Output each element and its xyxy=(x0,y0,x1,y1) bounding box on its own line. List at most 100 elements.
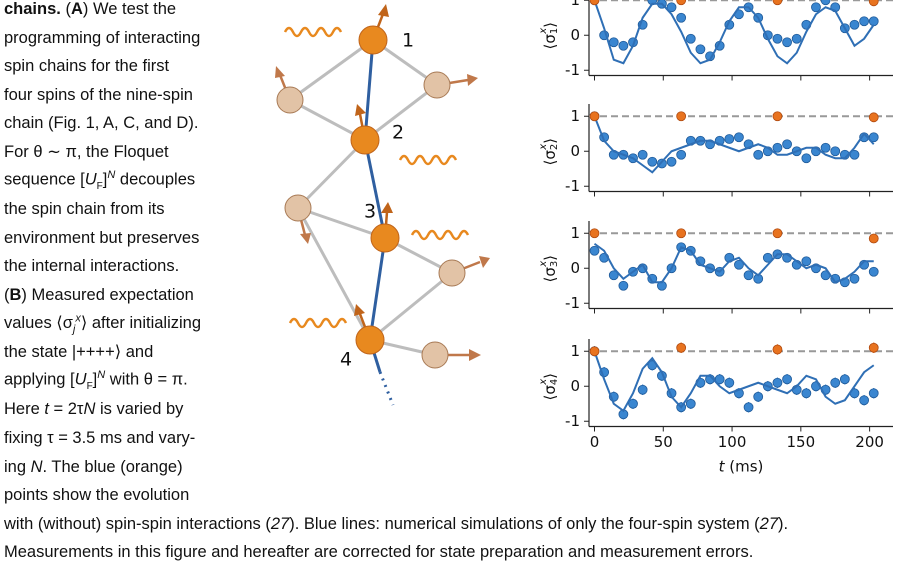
data-point xyxy=(772,111,783,122)
text-line: spin chains for the first xyxy=(4,56,169,76)
text-run: fixing τ = 3.5 ms and vary- xyxy=(4,429,196,447)
text-run: ). Blue lines: numerical simulations of … xyxy=(289,514,760,533)
text-run: ⟩ after initializing xyxy=(80,313,202,332)
y-tick-label: 1 xyxy=(570,0,580,9)
text-run: A xyxy=(70,0,83,18)
text-line: fixing τ = 3.5 ms and vary- xyxy=(4,428,195,448)
y-tick-label: 1 xyxy=(570,224,580,242)
y-label-run: x xyxy=(538,28,549,35)
y-label-run: ⟩ xyxy=(541,22,559,28)
data-point xyxy=(830,146,841,157)
data-point xyxy=(714,374,725,385)
x-tick-label: 150 xyxy=(787,433,816,451)
data-point xyxy=(868,233,879,244)
y-axis-label: ⟨σ3x⟩ xyxy=(538,255,560,283)
data-point xyxy=(859,16,870,27)
data-point xyxy=(628,398,638,409)
data-point xyxy=(753,149,764,160)
y-tick-label: 1 xyxy=(570,342,580,360)
text-line: applying [UF]N with θ = π. xyxy=(4,365,188,397)
text-run: U xyxy=(74,370,87,389)
y-label-run: ⟨σ xyxy=(541,385,559,401)
data-point xyxy=(666,2,677,13)
data-point xyxy=(618,40,629,51)
text-run: chain (Fig. 1, A, C, and D). xyxy=(4,114,199,133)
text-line: For θ ∼ π, the Floquet xyxy=(4,142,169,162)
spin-label: 3 xyxy=(364,201,376,223)
data-point xyxy=(772,228,783,239)
data-point xyxy=(676,0,687,6)
data-point xyxy=(859,395,870,406)
text-line: Here t = 2τN is varied by xyxy=(4,399,183,419)
text-run: applying [ xyxy=(4,370,75,389)
data-point xyxy=(772,377,783,388)
data-point xyxy=(724,134,735,144)
y-tick-label: 0 xyxy=(570,259,580,277)
data-point xyxy=(868,0,879,7)
text-run: sequence [ xyxy=(4,170,85,189)
data-point xyxy=(589,111,600,122)
data-point xyxy=(589,0,600,6)
text-run: four spins of the nine-spin xyxy=(4,85,193,104)
text-run: is varied by xyxy=(95,400,184,419)
data-point xyxy=(637,384,648,395)
text-run: ) We test the xyxy=(82,0,177,18)
y-tick-label: 0 xyxy=(570,377,580,395)
text-run: ). xyxy=(778,514,789,533)
text-run: with θ = π. xyxy=(105,370,188,389)
text-run: programming of interacting xyxy=(4,28,201,47)
data-point xyxy=(801,388,812,399)
y-label-run: ⟨σ xyxy=(541,150,559,166)
y-tick-label: -1 xyxy=(565,177,580,195)
text-line: points show the evolution xyxy=(4,485,189,505)
data-point xyxy=(589,228,600,239)
data-point xyxy=(618,280,629,291)
text-run: the state |++++⟩ and xyxy=(4,343,154,362)
text-line: sequence [UF]N decouples xyxy=(4,165,195,197)
data-point xyxy=(868,342,879,353)
data-point xyxy=(676,342,687,353)
y-axis-label: ⟨σ2x⟩ xyxy=(538,138,560,166)
data-point xyxy=(743,270,754,281)
y-label-run: ⟨σ xyxy=(541,267,559,283)
y-tick-label: -1 xyxy=(565,412,580,430)
data-point xyxy=(868,388,879,399)
text-line: four spins of the nine-spin xyxy=(4,85,193,105)
text-run: chains. xyxy=(4,0,61,18)
text-line: chains. (A) We test the xyxy=(4,0,176,19)
text-line: chain (Fig. 1, A, C, and D). xyxy=(4,113,198,133)
text-run: Here xyxy=(4,400,45,419)
data-point xyxy=(685,398,696,409)
text-run: j xyxy=(72,322,76,335)
text-run: the spin chain from its xyxy=(4,200,165,219)
data-point xyxy=(782,139,792,150)
data-point xyxy=(676,111,687,122)
x-tick-label: 0 xyxy=(590,433,600,451)
data-point xyxy=(868,266,879,277)
text-run: the internal interactions. xyxy=(4,257,180,276)
data-point xyxy=(782,37,792,48)
y-tick-label: 0 xyxy=(570,26,580,44)
data-point xyxy=(849,273,860,284)
text-line: ing N. The blue (orange) xyxy=(4,457,183,477)
y-tick-label: 0 xyxy=(570,142,580,160)
text-run: = 2τ xyxy=(48,400,84,419)
text-line: with (without) spin-spin interactions (2… xyxy=(4,514,788,534)
y-label-run: x xyxy=(538,144,549,151)
text-run: 27 xyxy=(759,514,779,533)
y-tick-label: 1 xyxy=(570,107,580,125)
data-point xyxy=(734,132,744,143)
text-run: spin chains for the first xyxy=(4,57,170,76)
text-line: values ⟨σjx⟩ after initializing xyxy=(4,308,201,339)
text-run: ] xyxy=(102,170,108,189)
y-label-run: ⟩ xyxy=(541,373,559,379)
x-axis-label: t (ms) xyxy=(719,457,764,475)
data-point xyxy=(647,156,658,167)
y-axis-label: ⟨σ1x⟩ xyxy=(538,22,560,50)
data-point xyxy=(685,33,696,44)
spin-diagram: 1 2 3 4 xyxy=(275,4,490,406)
y-label-run: ⟨σ xyxy=(541,34,559,50)
data-point xyxy=(830,377,841,388)
y-label-run: 1 xyxy=(549,28,560,34)
